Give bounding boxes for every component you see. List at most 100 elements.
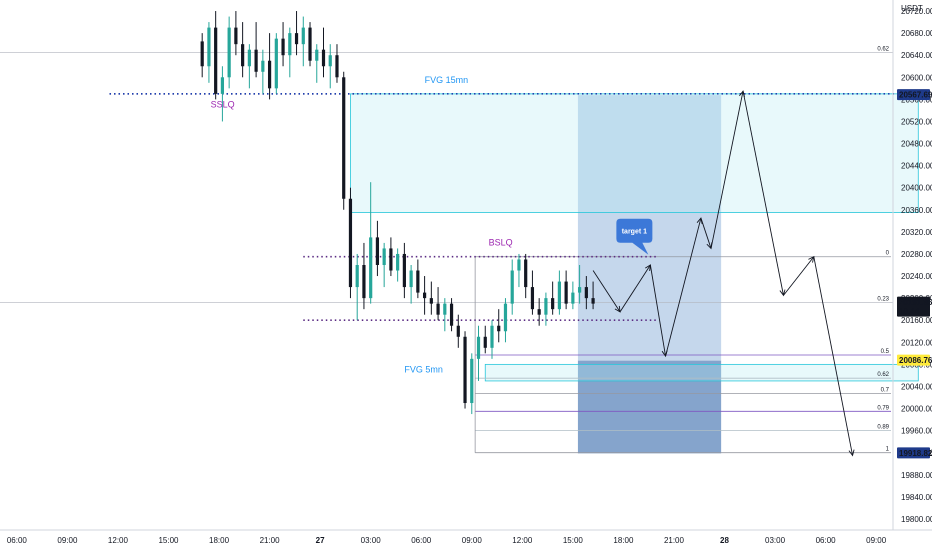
candle-body: [591, 298, 595, 304]
price-tick-label: 20320.00: [901, 228, 932, 237]
projection-segment: [710, 91, 744, 249]
candle-body: [321, 49, 326, 67]
candle-body: [578, 287, 582, 293]
fvg-zone: [484, 363, 919, 382]
time-tick-label: 12:00: [108, 536, 129, 545]
candle-body: [294, 33, 299, 45]
projection-layer: [592, 90, 855, 457]
projection-segment: [813, 256, 854, 456]
fib-level-label: 0.79: [877, 405, 889, 411]
currency-label: USDT: [901, 4, 923, 13]
price-tick-label: 20280.00: [901, 250, 932, 259]
time-tick-label: 03:00: [361, 536, 382, 545]
candle-body: [449, 303, 454, 326]
candle-body: [207, 27, 211, 67]
price-tick-label: 20240.00: [901, 272, 932, 281]
candle-body: [288, 33, 292, 56]
candle-body: [369, 237, 373, 299]
candle-body: [261, 60, 265, 72]
time-tick-label: 21:00: [664, 536, 685, 545]
price-badge-value: 20086.76: [899, 356, 932, 365]
candle-body: [422, 292, 427, 299]
candle-body: [537, 309, 541, 315]
price-tick-label: 19880.00: [901, 471, 932, 480]
fib-level-label: 0.5: [881, 349, 890, 355]
price-badge-time: 10:44: [899, 307, 920, 316]
time-tick-label: 18:00: [209, 536, 230, 545]
candle-body: [409, 270, 413, 288]
candle-body: [227, 27, 231, 78]
candle-body: [281, 38, 285, 56]
time-tick-label: 03:00: [765, 536, 786, 545]
candle-body: [342, 77, 346, 199]
candle-body: [470, 358, 474, 404]
time-tick-label: 09:00: [57, 536, 78, 545]
candle-body: [315, 49, 319, 61]
target-callout-label: target 1: [622, 229, 647, 236]
price-badge: [897, 89, 930, 101]
horizontal-level-label: 0.62: [877, 46, 889, 52]
candle-body: [456, 325, 460, 337]
candle-body: [571, 292, 575, 304]
candle-body: [389, 248, 393, 271]
time-tick-label: 09:00: [866, 536, 887, 545]
candle-body: [551, 298, 555, 310]
target-callout-bubble: [616, 218, 653, 255]
time-tick-label: 18:00: [613, 536, 634, 545]
candle-body: [355, 265, 359, 288]
price-badge: [897, 354, 930, 366]
price-tick-label: 20040.00: [901, 382, 932, 391]
price-badge-value: 20191.85: [899, 298, 932, 307]
price-tick-label: 20520.00: [901, 117, 932, 126]
candle-body: [335, 55, 339, 78]
candle-body: [396, 253, 400, 271]
annotation-layer: FVG 15mn SSLQ BSLQ FVG 5mn target 1: [211, 75, 653, 375]
candle-body: [234, 27, 238, 45]
candle-body: [200, 41, 204, 67]
time-tick-label: 12:00: [512, 536, 533, 545]
projection-segment: [742, 91, 784, 296]
position-box-lower: [577, 360, 722, 454]
candle-body: [497, 325, 501, 332]
price-tick-label: 20400.00: [901, 184, 932, 193]
price-badge: [897, 296, 930, 317]
candle-body: [524, 259, 528, 288]
candle-body: [476, 336, 481, 359]
price-tick-label: 20640.00: [901, 51, 932, 60]
candle-body: [328, 55, 332, 67]
price-tick-label: 19800.00: [901, 515, 932, 524]
price-tick-label: 19960.00: [901, 427, 932, 436]
candle-body: [241, 44, 245, 67]
projection-segment: [700, 217, 712, 249]
candle-body: [220, 77, 225, 94]
projection-segment: [649, 264, 666, 357]
price-tick-label: 20000.00: [901, 405, 932, 414]
candle-body: [584, 287, 588, 299]
candle-body: [429, 298, 433, 304]
price-tick-label: 19840.00: [901, 493, 932, 502]
candle-body: [544, 298, 548, 315]
time-tick-label: 06:00: [816, 536, 837, 545]
candle-body: [483, 336, 487, 348]
candles-layer: [200, 11, 595, 415]
fib-level-label: 0: [886, 251, 890, 257]
time-tick-label: 21:00: [260, 536, 281, 545]
price-tick-label: 20600.00: [901, 73, 932, 82]
chart-annotation: FVG 5mn: [404, 365, 443, 375]
price-tick-label: 20720.00: [901, 7, 932, 16]
horizontal-level-label: 0.23: [877, 297, 889, 303]
time-tick-label: 27: [316, 536, 325, 545]
price-tick-label: 20120.00: [901, 338, 932, 347]
candle-body: [490, 325, 494, 348]
fib-level-label: 0.62: [877, 372, 889, 378]
candle-body: [517, 259, 521, 271]
candle-body: [301, 27, 305, 45]
fib-level-label: 0.89: [877, 425, 889, 431]
time-tick-label: 09:00: [462, 536, 483, 545]
candle-body: [443, 303, 447, 315]
candle-body: [348, 198, 353, 288]
candle-body: [416, 270, 420, 293]
